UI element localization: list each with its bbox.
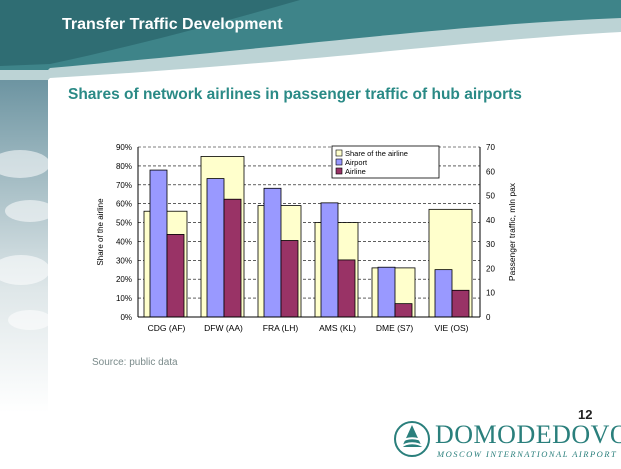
x-tick-label: VIE (OS) (434, 323, 468, 333)
bar-airport (263, 187, 282, 318)
legend-box (331, 145, 440, 179)
header-band (0, 0, 621, 80)
x-tick-label: CDG (AF) (148, 323, 186, 333)
y-tick-label: 80% (116, 162, 132, 171)
y2-tick-label: 70 (486, 143, 495, 152)
y-tick-label: 40% (116, 237, 132, 246)
bar-airline (223, 198, 242, 318)
bar-airline (337, 259, 356, 318)
bar-airline (451, 289, 470, 318)
x-tick-label: DME (S7) (376, 323, 413, 333)
legend-swatch (335, 167, 343, 175)
x-tick-label: DFW (AA) (204, 323, 243, 333)
bar-airport (206, 178, 225, 318)
y-tick-label: 10% (116, 294, 132, 303)
logo-wordmark: DOMODEDOVO (435, 420, 621, 449)
bar-airport (377, 266, 396, 318)
source-note: Source: public data (92, 357, 178, 368)
domodedovo-logo: DOMODEDOVO MOSCOW INTERNATIONAL AIRPORT (393, 418, 621, 462)
bar-airport (320, 202, 339, 318)
y-tick-label: 70% (116, 181, 132, 190)
bar-airport (434, 269, 453, 318)
y2-axis-label: Passenger traffic, mln pax (507, 182, 517, 281)
y2-tick-label: 50 (486, 192, 495, 201)
x-tick-label: FRA (LH) (263, 323, 299, 333)
airport-emblem-icon (394, 421, 430, 457)
chart-panel: 0% 10% 20% 30% 40% 50% 60% 70% 80% 90% 0 10 20 30 40 50… (90, 133, 520, 341)
page-number: 12 (578, 407, 593, 422)
legend-label: Airline (345, 167, 366, 176)
y-axis-label: Share of the airline (96, 198, 105, 266)
bar-chart: 0% 10% 20% 30% 40% 50% 60% 70% 80% 90% 0 10 20 30 40 50… (96, 143, 517, 333)
bar-airport (149, 169, 168, 318)
y2-tick-label: 0 (486, 313, 491, 322)
y2-tick-label: 40 (486, 216, 495, 225)
x-tick-label: AMS (KL) (319, 323, 356, 333)
slide-subtitle: Shares of network airlines in passenger … (68, 86, 522, 103)
y-tick-label: 20% (116, 275, 132, 284)
y2-tick-label: 30 (486, 240, 495, 249)
page-header-title: Transfer Traffic Development (62, 16, 283, 33)
legend-label: Share of the airline (345, 149, 408, 158)
y-tick-label: 60% (116, 200, 132, 209)
bar-airline (394, 303, 413, 318)
legend-swatch (335, 149, 343, 157)
y2-tick-label: 60 (486, 167, 495, 176)
y2-tick-label: 20 (486, 264, 495, 273)
legend-swatch (335, 158, 343, 166)
bar-airline (166, 234, 185, 318)
y-tick-label: 90% (116, 143, 132, 152)
legend-label: Airport (345, 158, 368, 167)
y-tick-label: 30% (116, 256, 132, 265)
y-tick-label: 0% (120, 313, 132, 322)
bar-airline (280, 240, 299, 318)
y2-tick-label: 10 (486, 289, 495, 298)
y-tick-label: 50% (116, 219, 132, 228)
logo-tagline: MOSCOW INTERNATIONAL AIRPORT (437, 449, 618, 459)
